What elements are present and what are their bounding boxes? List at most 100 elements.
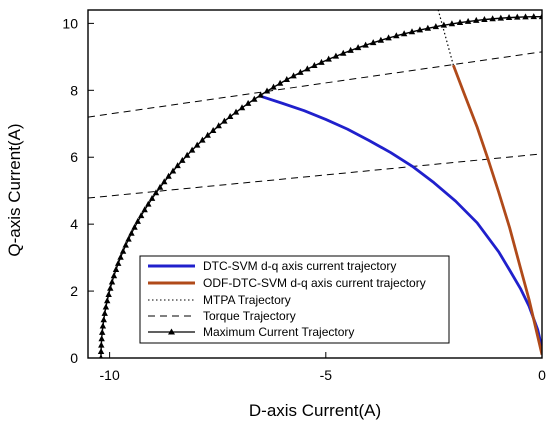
max-current-marker (134, 217, 141, 224)
series-mtpa-trajectory (437, 10, 454, 66)
max-current-marker (385, 34, 392, 41)
max-current-marker (99, 354, 103, 358)
max-current-marker (107, 284, 114, 291)
max-current-marker (464, 17, 472, 24)
max-current-marker (108, 278, 116, 285)
max-current-marker (481, 16, 488, 23)
y-tick-label: 4 (70, 216, 78, 232)
legend-label-torque: Torque Trajectory (203, 309, 296, 323)
max-current-marker (183, 151, 191, 158)
max-current-marker (152, 189, 160, 196)
max-current-marker (283, 76, 290, 83)
legend-marker-max-current (168, 328, 175, 335)
max-current-marker (98, 335, 105, 342)
max-current-marker (105, 290, 112, 297)
max-current-marker (362, 41, 369, 48)
max-current-marker (448, 20, 456, 27)
max-current-marker (97, 348, 105, 355)
max-current-marker (156, 183, 164, 190)
max-current-marker (400, 30, 408, 37)
max-current-marker (102, 303, 110, 310)
series-dtc-svm (260, 94, 542, 349)
max-current-marker (112, 266, 120, 273)
max-current-marker (325, 55, 332, 62)
max-current-marker (115, 259, 122, 266)
max-current-marker (169, 167, 177, 174)
max-current-marker (530, 13, 537, 20)
max-current-marker (424, 24, 432, 31)
max-current-marker (408, 28, 416, 35)
max-current-marker (131, 223, 138, 230)
max-current-marker (100, 316, 107, 323)
max-current-marker (514, 13, 521, 20)
max-current-marker (161, 178, 168, 185)
max-current-marker (238, 104, 246, 111)
max-current-marker (522, 13, 529, 20)
max-current-marker (204, 131, 211, 138)
max-current-marker (347, 46, 354, 53)
max-current-marker (141, 206, 148, 213)
max-current-marker (311, 62, 318, 69)
max-current-marker (128, 229, 135, 236)
legend: DTC-SVM d-q axis current trajectory ODF-… (139, 255, 450, 344)
y-tick-label: 0 (70, 350, 78, 366)
plot-frame (87, 9, 543, 359)
x-tick-label: -5 (320, 367, 333, 383)
x-tick-label: 0 (538, 367, 546, 383)
max-current-marker (98, 341, 105, 348)
max-current-marker (318, 58, 325, 65)
max-current-marker (332, 52, 340, 59)
y-tick-label: 2 (70, 283, 78, 299)
max-current-marker (199, 136, 206, 143)
max-current-marker (99, 322, 107, 329)
max-current-marker (354, 44, 362, 51)
max-current-marker (119, 247, 127, 254)
max-current-marker (263, 87, 271, 94)
max-current-marker (188, 146, 196, 153)
max-current-marker (290, 72, 297, 79)
max-current-marker (297, 68, 304, 75)
y-tick-label: 8 (70, 82, 78, 98)
max-current-marker (110, 272, 118, 279)
max-current-marker (473, 16, 480, 23)
max-current-marker (416, 26, 424, 33)
max-current-marker (340, 49, 347, 56)
max-current-marker (456, 19, 464, 26)
max-current-marker (179, 156, 186, 163)
max-current-marker (440, 21, 448, 28)
max-current-marker (193, 141, 201, 148)
max-current-marker (377, 36, 385, 43)
max-current-marker (257, 91, 264, 98)
max-current-marker (125, 235, 132, 242)
y-tick-label: 6 (70, 149, 78, 165)
max-current-marker (117, 253, 124, 260)
max-current-marker (145, 200, 152, 207)
max-current-marker (174, 162, 181, 169)
legend-label-mtpa: MTPA Trajectory (203, 293, 291, 307)
max-current-marker (221, 117, 228, 124)
legend-label-max-current: Maximum Current Trajectory (203, 325, 354, 339)
series-torque-trajectory (88, 51, 542, 118)
max-current-marker (538, 13, 542, 20)
y-axis-title: Q-axis Current(A) (5, 123, 24, 256)
max-current-marker (393, 32, 400, 39)
y-tick-label: 10 (62, 15, 78, 31)
max-current-marker (165, 172, 172, 179)
max-current-marker (104, 297, 111, 304)
series-torque-trajectory (88, 153, 542, 199)
max-current-marker (370, 39, 377, 46)
max-current-marker (251, 95, 258, 102)
legend-label-odf-dtc-svm: ODF-DTC-SVM d-q axis current trajectory (203, 276, 426, 290)
x-axis-title: D-axis Current(A) (249, 401, 381, 420)
max-current-marker (505, 14, 513, 21)
max-current-marker (148, 194, 156, 201)
max-current-marker (244, 99, 252, 106)
max-current-marker (432, 23, 440, 30)
max-current-marker (122, 241, 129, 248)
max-current-marker (232, 108, 240, 115)
max-current-marker (489, 15, 496, 22)
max-current-marker (101, 309, 108, 316)
max-current-marker (270, 83, 277, 90)
